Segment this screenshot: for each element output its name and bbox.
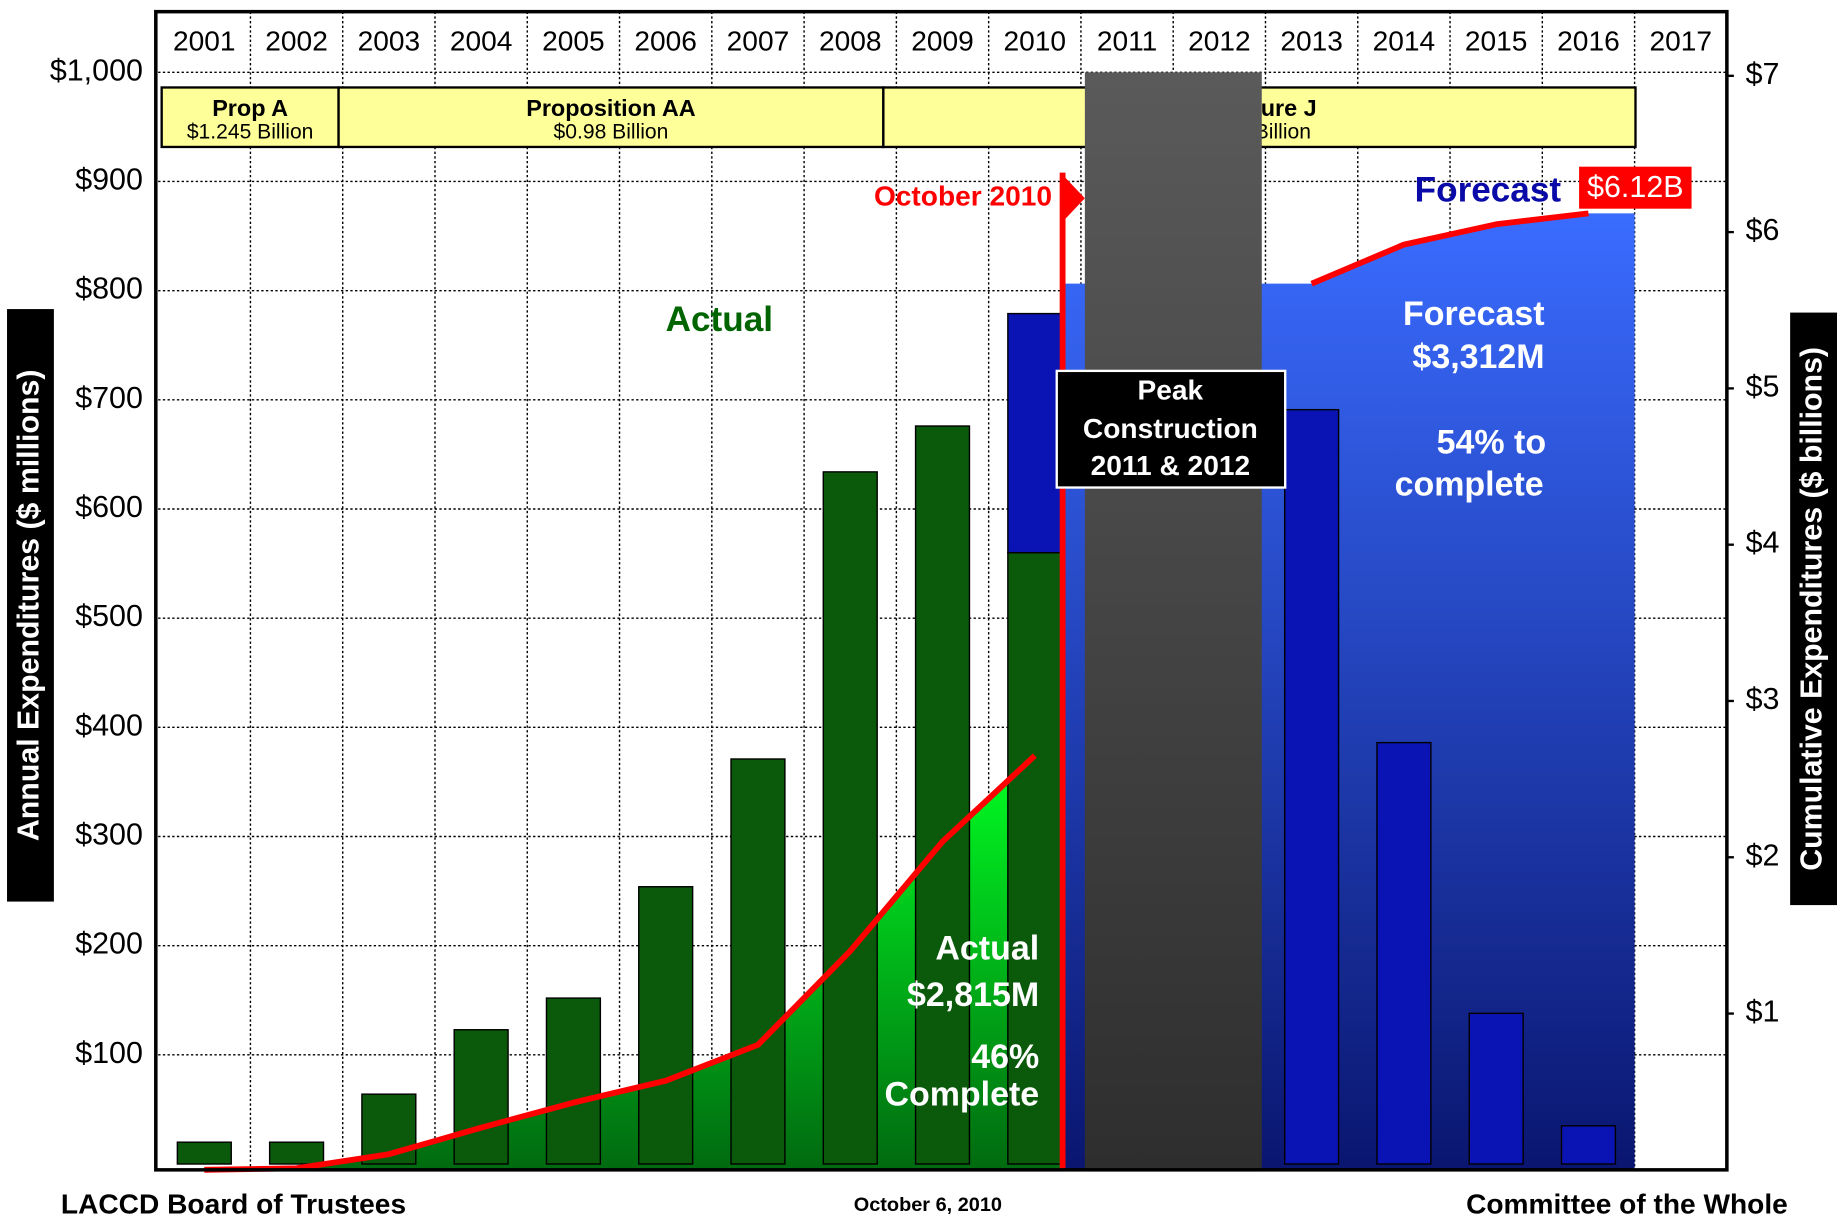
bar xyxy=(1560,1125,1617,1165)
footer-text: LACCD Board of Trustees xyxy=(61,1188,406,1219)
y-tick-label: $600 xyxy=(75,490,143,524)
bar xyxy=(1007,551,1063,1165)
y2-tick-label: $5 xyxy=(1746,369,1780,403)
footer-text: Committee of the Whole xyxy=(1466,1188,1788,1219)
band-amount: $0.98 Billion xyxy=(554,121,669,144)
x-tick-label: 2010 xyxy=(1004,26,1067,57)
annotation: Actual xyxy=(935,930,1039,968)
y-tick-label: $1,000 xyxy=(50,53,143,87)
annotation: 54% to xyxy=(1437,423,1546,461)
annotation: Construction xyxy=(1083,413,1258,444)
annotation: complete xyxy=(1395,465,1544,503)
annotation: $3,312M xyxy=(1412,338,1544,376)
x-tick-label: 2001 xyxy=(173,26,236,57)
band-amount: $1.245 Billion xyxy=(187,121,314,144)
series-label: Actual xyxy=(666,300,773,339)
peak-label-box xyxy=(1055,369,1287,489)
value-label: $6.12B xyxy=(1587,170,1683,204)
x-tick-label: 2011 xyxy=(1097,26,1157,57)
y-tick-label: $300 xyxy=(75,818,143,852)
x-tick-label: 2002 xyxy=(265,26,328,57)
x-tick-label: 2017 xyxy=(1649,26,1712,57)
x-tick-label: 2016 xyxy=(1557,26,1620,57)
x-tick-label: 2012 xyxy=(1188,26,1251,57)
x-tick-label: 2003 xyxy=(358,26,421,57)
y-tick-label: $700 xyxy=(75,381,143,415)
y-tick-label: $800 xyxy=(75,272,143,306)
annotation: Peak xyxy=(1138,374,1204,405)
y2-axis-title: Cumulative Expenditures ($ billions) xyxy=(1795,347,1829,871)
x-tick-label: 2007 xyxy=(727,26,790,57)
x-tick-label: 2014 xyxy=(1373,26,1436,57)
y2-tick-label: $7 xyxy=(1746,57,1780,91)
bar xyxy=(176,1141,232,1165)
x-tick-label: 2015 xyxy=(1465,26,1528,57)
y2-tick-label: $1 xyxy=(1746,995,1780,1029)
bar xyxy=(1376,741,1432,1165)
bar xyxy=(1283,408,1340,1165)
bar xyxy=(545,997,602,1165)
y-tick-label: $200 xyxy=(75,927,143,961)
band-label: Proposition AA xyxy=(526,95,696,121)
bar xyxy=(638,886,694,1165)
funding-band xyxy=(337,86,885,149)
x-tick-label: 2005 xyxy=(542,26,605,57)
cumulative-line xyxy=(204,753,1037,1173)
bar xyxy=(822,471,878,1165)
y-tick-label: $900 xyxy=(75,163,143,197)
cumulative-line xyxy=(1310,210,1589,287)
bar xyxy=(914,425,971,1165)
funding-band xyxy=(160,86,340,149)
value-label-box xyxy=(1579,166,1692,209)
annotation: $2,815M xyxy=(907,976,1039,1014)
annotation: 2011 & 2012 xyxy=(1091,450,1250,481)
bar xyxy=(268,1141,325,1165)
y2-tick-label: $6 xyxy=(1746,213,1780,247)
x-tick-label: 2006 xyxy=(634,26,697,57)
bar xyxy=(1007,312,1063,554)
x-tick-label: 2009 xyxy=(911,26,974,57)
y2-tick-label: $2 xyxy=(1746,838,1780,872)
bar xyxy=(1468,1012,1524,1165)
x-tick-label: 2004 xyxy=(450,26,513,57)
series-label: Forecast xyxy=(1415,171,1562,210)
band-label: Prop A xyxy=(212,95,288,121)
x-tick-label: 2013 xyxy=(1280,26,1343,57)
plot-frame xyxy=(154,9,1729,1172)
annotation: 46% xyxy=(971,1038,1039,1076)
peak-construction-shade xyxy=(1084,72,1262,1170)
bar xyxy=(453,1029,509,1165)
footer-text: October 6, 2010 xyxy=(854,1194,1002,1216)
y-tick-label: $500 xyxy=(75,599,143,633)
annotation: October 2010 xyxy=(874,181,1052,212)
y2-tick-label: $3 xyxy=(1746,682,1780,716)
bar xyxy=(730,758,786,1165)
annotation: Forecast xyxy=(1403,295,1545,333)
y-tick-label: $400 xyxy=(75,708,143,742)
y2-tick-label: $4 xyxy=(1746,526,1780,560)
y-axis-title: Annual Expenditures ($ millions) xyxy=(11,370,45,842)
y-tick-label: $100 xyxy=(75,1036,143,1070)
october-flag xyxy=(1064,177,1085,220)
y2-title-box xyxy=(1790,312,1837,906)
annotation: Complete xyxy=(884,1075,1039,1113)
x-tick-label: 2008 xyxy=(819,26,882,57)
y-title-box xyxy=(7,309,54,902)
